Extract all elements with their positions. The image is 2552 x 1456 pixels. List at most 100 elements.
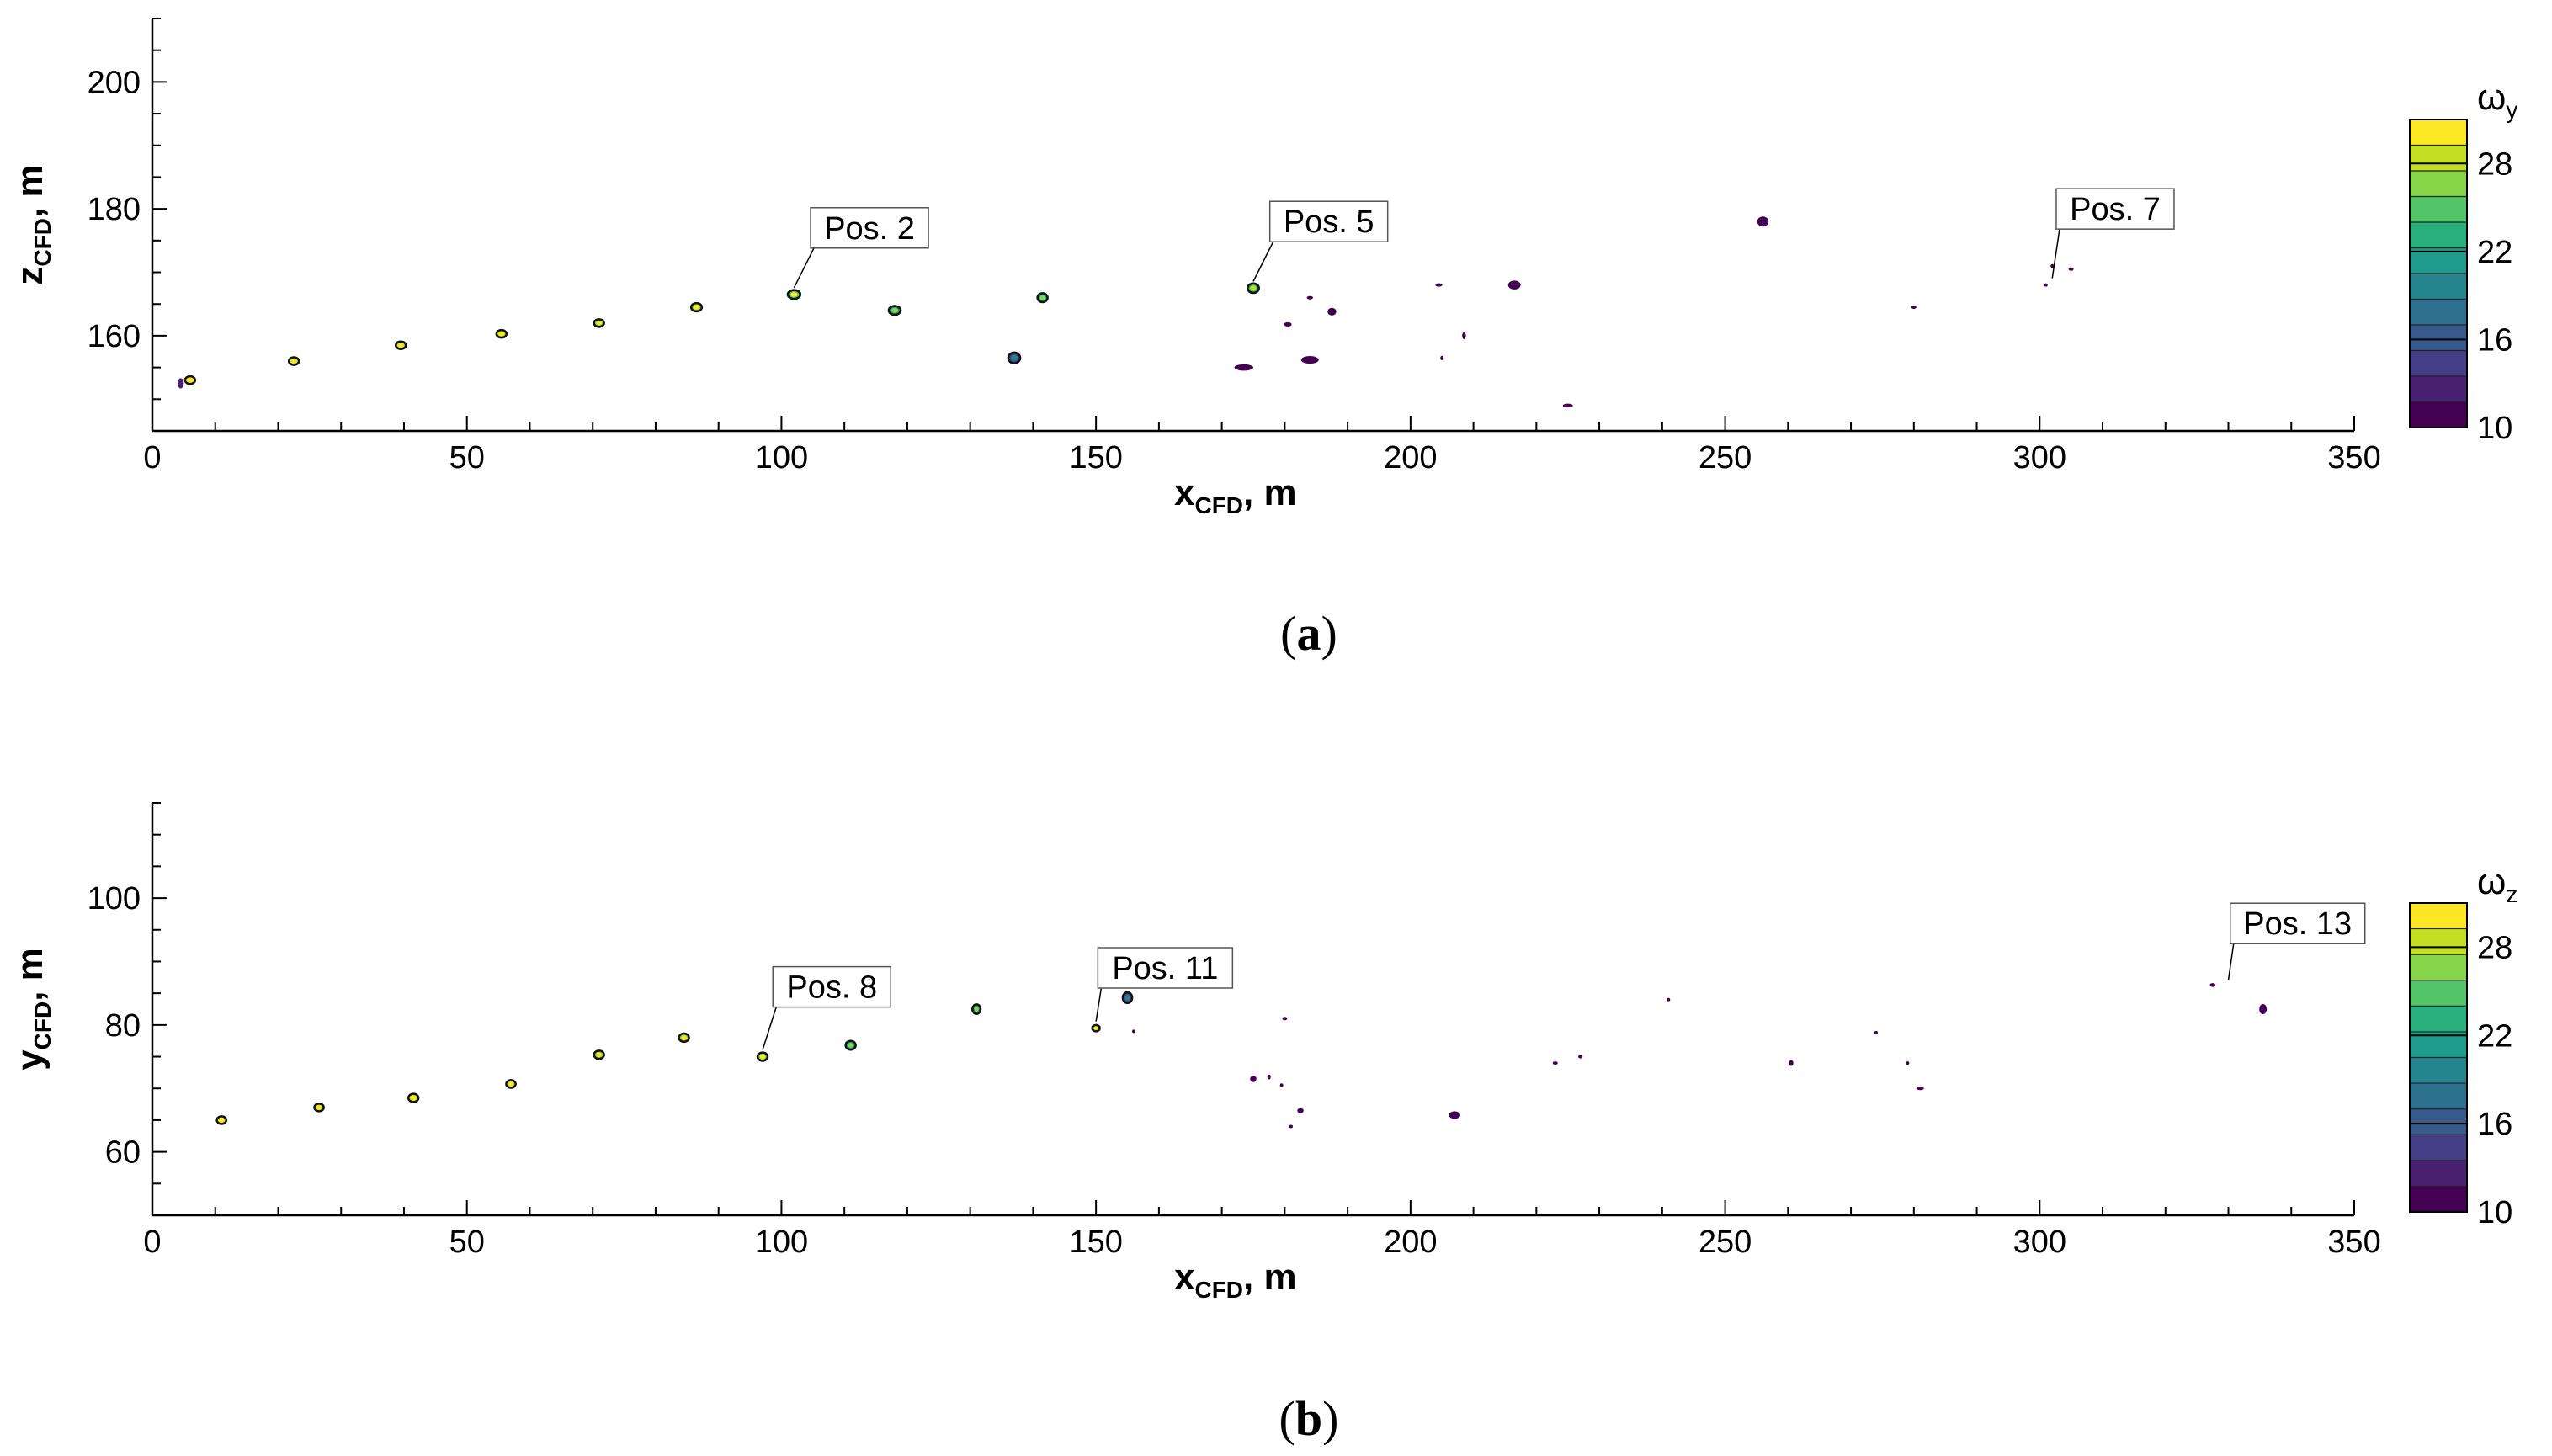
vortex-point-a-26 <box>177 378 184 389</box>
vortex-core-a-1 <box>290 359 297 364</box>
colorbar-segment-b-4 <box>2410 1083 2467 1110</box>
x-axis-symbol-b: x <box>1174 1257 1195 1298</box>
vortex-core-b-6 <box>759 1054 766 1060</box>
vortex-point-a-22 <box>1911 306 1917 309</box>
vortex-point-a-12 <box>1507 280 1521 290</box>
vortex-core-b-8 <box>974 1006 979 1012</box>
vortex-point-b-21 <box>1667 997 1671 1002</box>
annotations-b: Pos. 8 Pos. 11 Pos. 13 <box>762 902 2366 1050</box>
colorbar-title-subscript-b: z <box>2506 881 2517 907</box>
colorbar-segment-a-0 <box>2410 401 2467 428</box>
colorbar-tick-label-b-3: 28 <box>2477 930 2512 965</box>
colorbar-segment-a-11 <box>2410 120 2467 146</box>
plot-area-b <box>215 983 2268 1129</box>
vortex-point-a-13 <box>1300 356 1319 364</box>
vortex-core-b-7 <box>848 1043 853 1048</box>
x-tick-label-a-4: 200 <box>1384 440 1437 476</box>
vortex-core-a-7 <box>891 307 898 313</box>
axes-a: 0 50 100 150 200 250 300 350 160 180 200 <box>88 18 2381 476</box>
vortex-core-b-4 <box>596 1052 602 1057</box>
colorbar-tick-label-b-1: 16 <box>2477 1107 2512 1142</box>
colorbar-segment-b-2 <box>2410 1135 2467 1161</box>
x-axis-subscript-b: CFD <box>1194 1277 1243 1303</box>
colorbar-segment-a-5 <box>2410 274 2467 300</box>
colorbar-title-symbol-b: ω <box>2477 861 2506 902</box>
colorbar-a: 10 16 22 28 ωy <box>2409 77 2517 446</box>
y-axis-symbol-a: z <box>9 267 51 285</box>
annotation-label-a-2: Pos. 7 <box>2070 192 2161 227</box>
y-axis-subscript-b: CFD <box>29 1002 56 1050</box>
vortex-core-a-8 <box>1039 295 1045 300</box>
colorbar-segment-b-11 <box>2410 903 2467 930</box>
vortex-point-b-25 <box>1916 1087 1924 1091</box>
vortex-point-b-14 <box>1267 1074 1271 1080</box>
x-tick-label-b-3: 150 <box>1069 1225 1122 1260</box>
vortex-core-b-3 <box>508 1081 514 1087</box>
vortex-core-a-10 <box>1250 285 1257 291</box>
x-tick-label-b-6: 300 <box>2013 1225 2066 1260</box>
annotation-label-a-0: Pos. 2 <box>824 211 915 247</box>
colorbar-segment-b-9 <box>2410 954 2467 981</box>
vortex-point-a-21 <box>1562 403 1573 408</box>
vortex-point-b-15 <box>1279 1083 1284 1087</box>
vortex-point-b-27 <box>2259 1003 2268 1015</box>
vortex-point-b-16 <box>1282 1017 1288 1021</box>
colorbar-segment-b-5 <box>2410 1057 2467 1084</box>
y-tick-label-b-2: 100 <box>88 881 141 917</box>
vortex-point-b-11 <box>1131 1029 1135 1034</box>
vortex-point-a-11 <box>1757 216 1769 227</box>
vortex-core-a-5 <box>694 305 700 310</box>
vortex-point-b-18 <box>1297 1108 1304 1113</box>
x-axis-label-a: xCFD, m <box>1174 472 1297 518</box>
colorbar-title-symbol-a: ω <box>2477 77 2506 118</box>
colorbar-segment-a-7 <box>2410 222 2467 248</box>
vortex-point-a-16 <box>1284 321 1292 327</box>
colorbar-b: 10 16 22 28 ωz <box>2409 861 2517 1230</box>
colorbar-title-subscript-a: y <box>2506 97 2517 123</box>
colorbar-tick-label-b-0: 10 <box>2477 1195 2512 1230</box>
y-axis-label-a: zCFD, m <box>9 164 56 284</box>
x-tick-label-b-0: 0 <box>143 1225 161 1260</box>
x-tick-label-a-6: 300 <box>2013 440 2066 476</box>
panel-letter-b: b <box>1295 1391 1322 1446</box>
annotation-leader-b-1 <box>1095 987 1103 1022</box>
x-tick-label-a-0: 0 <box>143 440 161 476</box>
vortex-point-b-17 <box>1289 1124 1294 1129</box>
x-axis-symbol-a: x <box>1174 472 1195 513</box>
vortex-point-a-14 <box>1234 364 1253 371</box>
annotation-box-b-0 <box>772 965 891 1008</box>
y-axis-unit-a: , m <box>9 164 51 218</box>
annotation-leader-a-2 <box>2051 229 2060 279</box>
colorbar-segment-b-10 <box>2410 928 2467 955</box>
panel-caption-b: (b) <box>1279 1391 1339 1446</box>
x-tick-label-a-7: 350 <box>2327 440 2380 476</box>
annotation-label-b-0: Pos. 8 <box>786 970 877 1006</box>
annotations-a: Pos. 2 Pos. 5 Pos. 7 <box>793 188 2175 289</box>
vortex-point-a-19 <box>1462 332 1466 340</box>
vortex-point-b-12 <box>1449 1111 1460 1119</box>
vortex-point-b-13 <box>1250 1076 1257 1082</box>
vortex-core-a-0 <box>187 378 194 383</box>
x-axis-unit-b: , m <box>1243 1257 1297 1298</box>
vortex-point-a-17 <box>1306 295 1314 300</box>
vortex-point-b-19 <box>1552 1061 1558 1065</box>
colorbar-title-b: ωz <box>2477 861 2517 907</box>
annotation-box-b-2 <box>2229 902 2366 944</box>
vortex-point-b-23 <box>1874 1030 1878 1034</box>
vortex-core-b-5 <box>681 1035 687 1040</box>
colorbar-segment-b-0 <box>2410 1186 2467 1213</box>
y-axis-unit-b: , m <box>9 948 51 1002</box>
vortex-core-b-2 <box>410 1095 417 1101</box>
colorbar-segment-b-7 <box>2410 1006 2467 1033</box>
annotation-box-a-1 <box>1268 200 1389 242</box>
vortex-point-b-24 <box>1906 1061 1910 1065</box>
annotation-leader-a-1 <box>1252 241 1274 282</box>
panel-letter-a: a <box>1297 606 1321 661</box>
vortex-core-a-4 <box>596 321 602 326</box>
colorbar-segment-a-2 <box>2410 350 2467 377</box>
panel-caption-a: (a) <box>1280 606 1337 661</box>
x-tick-label-a-3: 150 <box>1069 440 1122 476</box>
plot-area-a <box>177 216 2074 408</box>
